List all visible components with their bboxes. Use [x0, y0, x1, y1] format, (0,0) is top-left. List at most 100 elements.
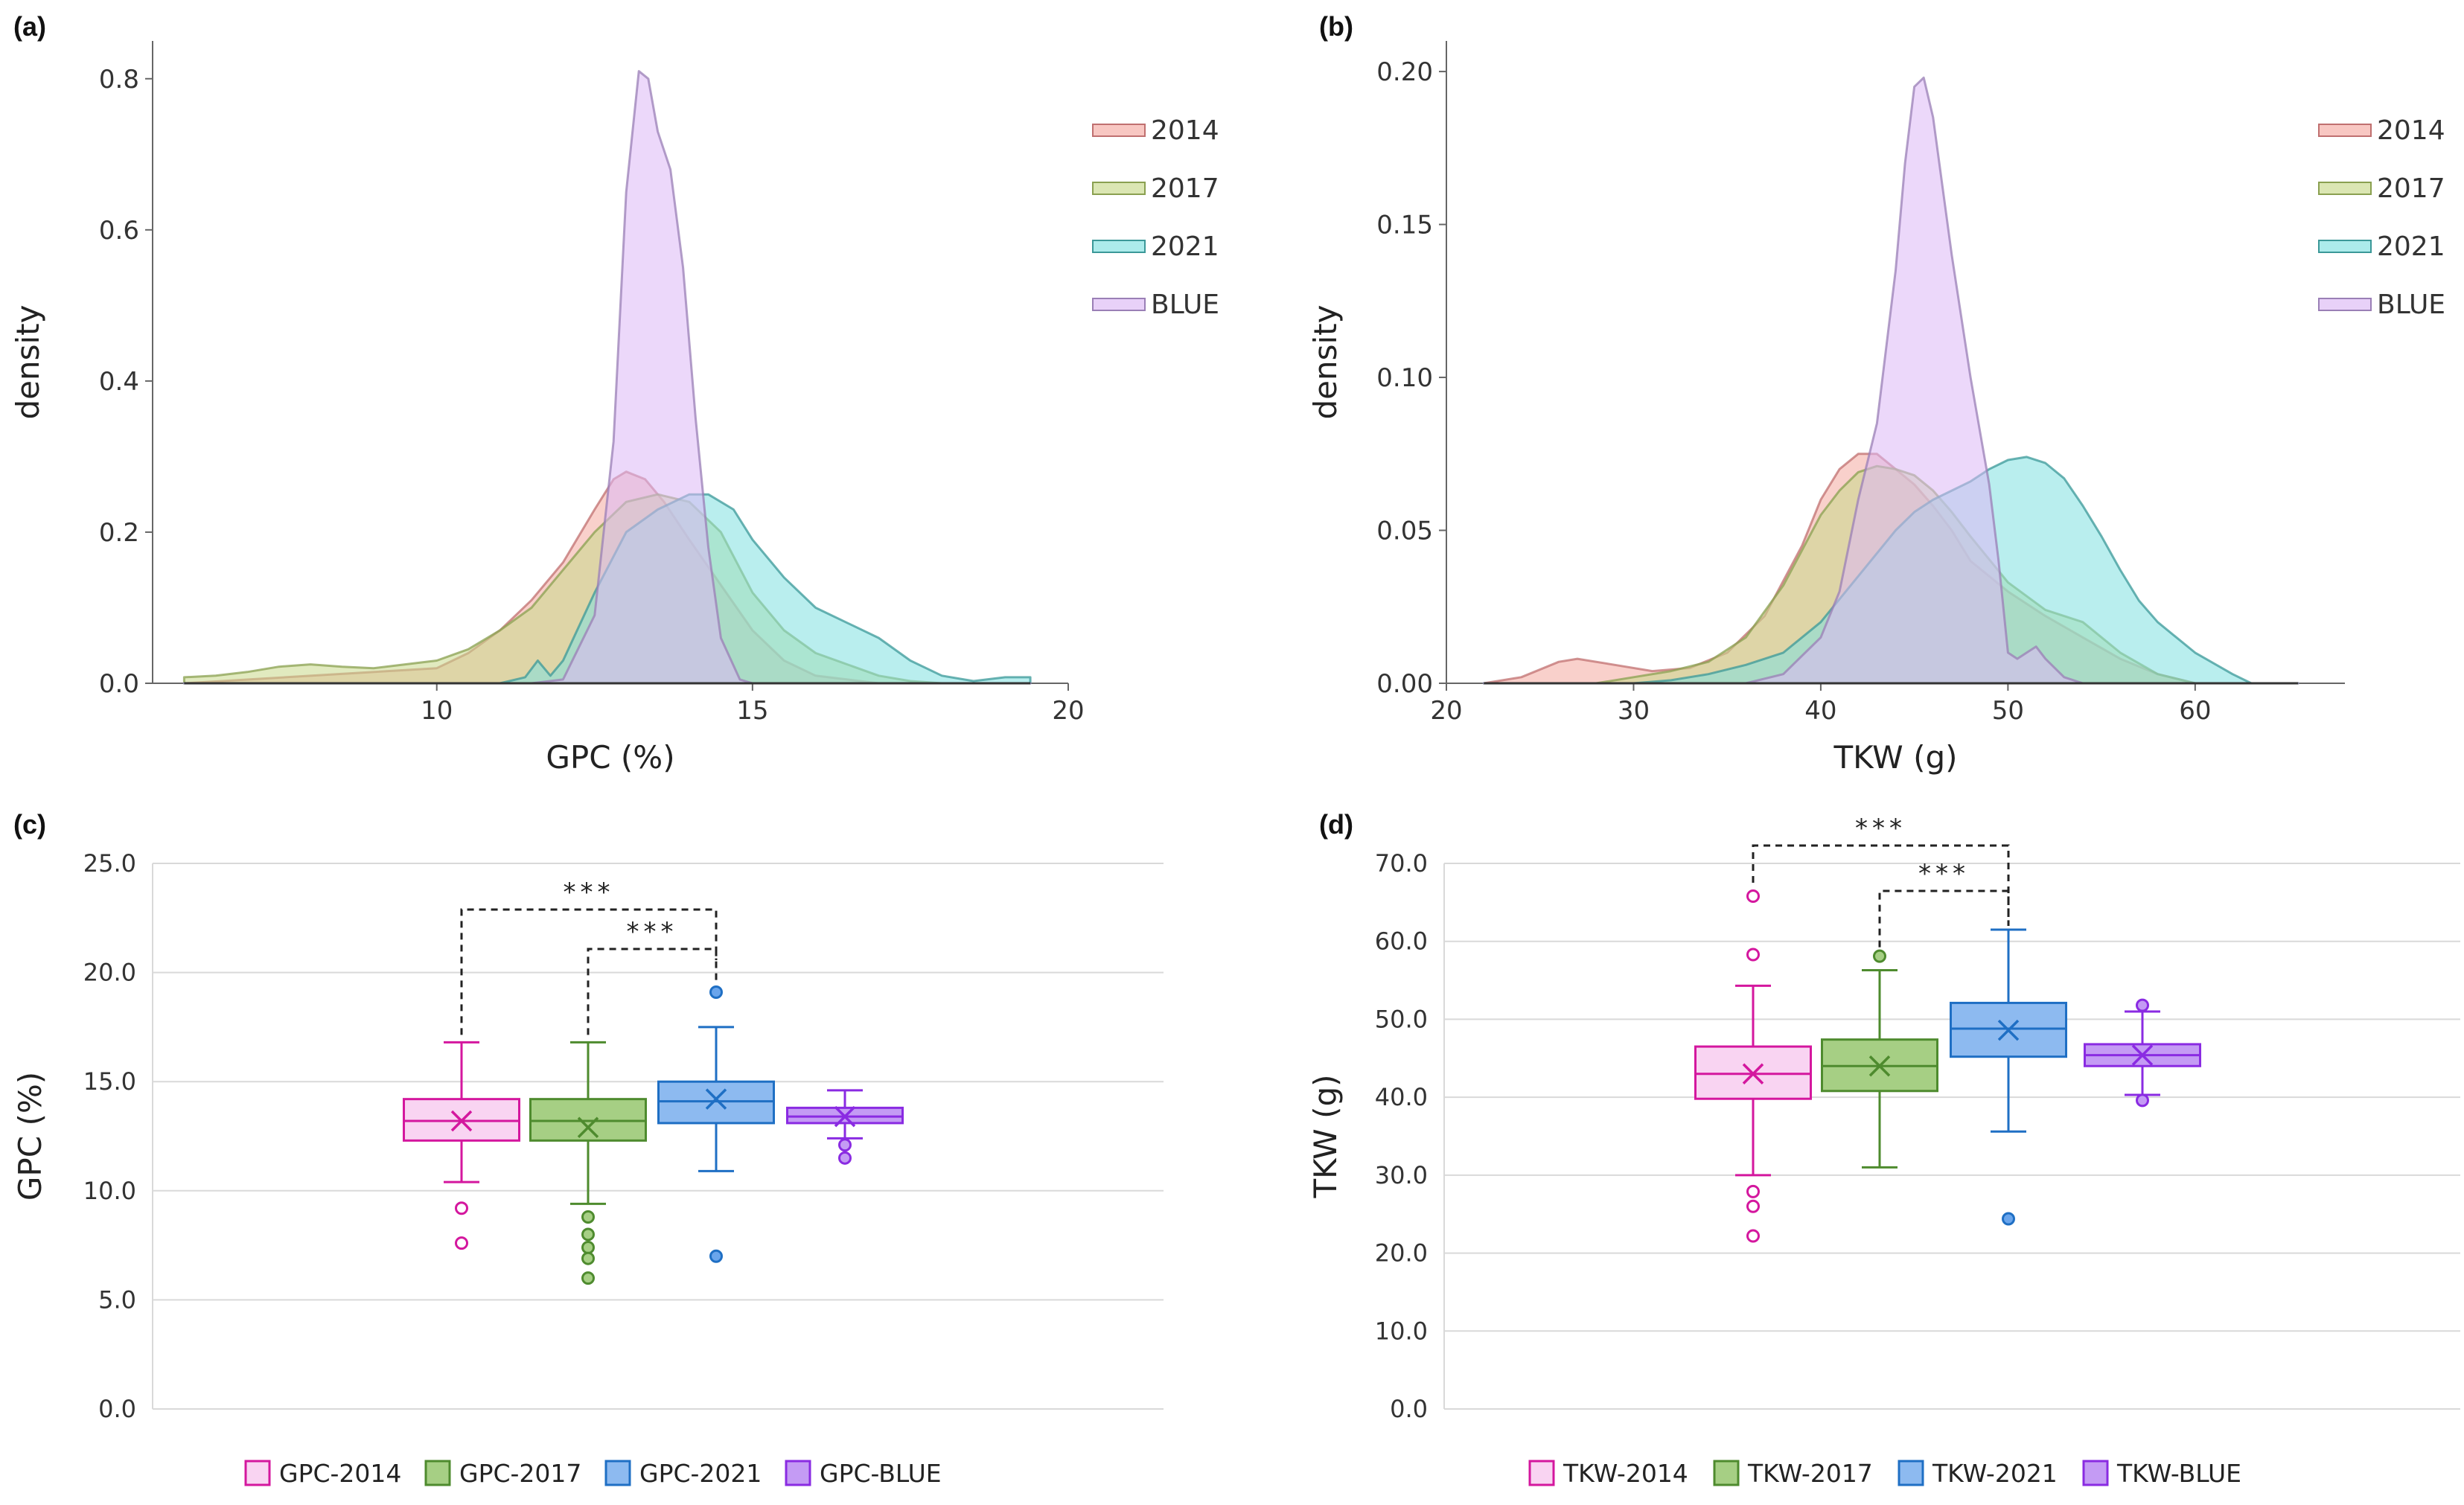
y-tick-label: 0.4: [99, 367, 139, 397]
density-series-BLUE: [182, 70, 1032, 685]
x-tick-label: 20: [1430, 696, 1462, 726]
box-outlier-point: [581, 1251, 595, 1265]
y-tick-label: 0.05: [1376, 517, 1433, 546]
legend-label-TKW-2014: TKW-2014: [1563, 1459, 1688, 1488]
legend-swatch-GPC-2017: [424, 1460, 451, 1486]
box-outlier-point: [709, 1249, 723, 1263]
y-tick-label: 0.0: [98, 1395, 136, 1423]
box-outlier-point: [2136, 1093, 2149, 1108]
box-outlier-point: [2002, 1212, 2015, 1226]
y-tick-label: 20.0: [83, 959, 136, 987]
y-tick-label: 0.00: [1376, 669, 1433, 699]
x-tick-label: 10: [421, 696, 453, 726]
y-axis-title: density: [10, 305, 46, 420]
significance-bracket: [587, 948, 718, 1035]
box-mean-marker: [450, 1110, 473, 1132]
y-axis-title: TKW (g): [1307, 1074, 1344, 1198]
legend-label-BLUE: BLUE: [1151, 290, 1219, 320]
box-mean-marker: [1742, 1063, 1764, 1084]
significance-stars: ***: [1918, 859, 1970, 889]
y-tick-label: 0.2: [99, 518, 139, 548]
significance-bracket: [460, 908, 718, 1035]
box-outlier-point: [2136, 998, 2149, 1012]
legend-swatch-2017: [1092, 182, 1146, 195]
y-axis-title: GPC (%): [12, 1072, 48, 1201]
panel-label: (a): [13, 11, 46, 42]
legend-label-BLUE: BLUE: [2377, 290, 2445, 320]
y-tick-label: 0.0: [99, 669, 139, 699]
legend-swatch-2014: [2318, 124, 2372, 137]
box-mean-marker: [705, 1088, 727, 1110]
y-tick-label: 40.0: [1375, 1083, 1428, 1111]
panel-label: (d): [1319, 809, 1353, 840]
significance-stars: ***: [1855, 814, 1906, 843]
box-outlier-point: [838, 1138, 852, 1152]
box-outlier-point: [581, 1210, 595, 1224]
box-outlier-point: [1746, 1184, 1760, 1198]
legend-swatch-2017: [2318, 182, 2372, 195]
panel-a-density-gpc: (a) 0.0 0.2 0.4 0.6 0.8 10 15 20 GPC (%) density 20…: [10, 11, 1219, 776]
box-mean-marker: [2131, 1044, 2154, 1066]
x-tick-label: 60: [2179, 696, 2211, 726]
legend-swatch-GPC-BLUE: [785, 1460, 811, 1486]
legend-swatch-TKW-BLUE: [2082, 1460, 2109, 1486]
x-tick-label: 30: [1618, 696, 1650, 726]
y-axis-title: density: [1307, 305, 1344, 420]
panel-c-boxplot-gpc: (c) 0.0 5.0 10.0 15.0 20.0 25.0 GPC (%) *** *** GP…: [12, 809, 1164, 1488]
y-tick-label: 20.0: [1375, 1239, 1428, 1268]
legend-swatch-TKW-2017: [1713, 1460, 1740, 1486]
box-mean-marker: [1868, 1055, 1891, 1077]
box-outlier-point: [1746, 948, 1760, 962]
legend-label-2021: 2021: [1151, 231, 1219, 262]
legend-swatch-TKW-2014: [1528, 1460, 1555, 1486]
legend-swatch-BLUE: [1092, 298, 1146, 311]
y-tick-label: 0.10: [1376, 363, 1433, 393]
legend-label-TKW-BLUE: TKW-BLUE: [2116, 1459, 2241, 1488]
legend-swatch-GPC-2014: [244, 1460, 271, 1486]
y-tick-label: 0.6: [99, 216, 139, 246]
box-outlier-point: [838, 1151, 852, 1165]
panel-b-density-tkw: (b) 0.00 0.05 0.10 0.15 0.20 20 30 40 50 60 TKW (g)…: [1307, 11, 2445, 776]
box-mean-marker: [834, 1105, 856, 1128]
x-tick-label: 40: [1804, 696, 1836, 726]
legend-label-2017: 2017: [1151, 173, 1219, 204]
legend-swatch-2021: [1092, 240, 1146, 253]
legend-swatch-2021: [2318, 240, 2372, 253]
y-tick-label: 10.0: [1375, 1317, 1428, 1345]
y-tick-label: 50.0: [1375, 1005, 1428, 1033]
legend-label-TKW-2021: TKW-2021: [1932, 1459, 2058, 1488]
box-outlier-point: [455, 1201, 468, 1215]
y-tick-label: 60.0: [1375, 927, 1428, 956]
box-outlier-point: [581, 1271, 595, 1285]
x-tick-label: 50: [1992, 696, 2024, 726]
y-tick-label: 15.0: [83, 1067, 136, 1096]
significance-stars: ***: [564, 878, 615, 907]
x-axis-title: GPC (%): [546, 739, 674, 776]
y-tick-label: 10.0: [83, 1177, 136, 1205]
x-tick-label: 15: [736, 696, 768, 726]
legend-label-2014: 2014: [2377, 115, 2445, 146]
y-tick-label: 0.8: [99, 65, 139, 95]
box-outlier-point: [1746, 1199, 1760, 1213]
legend-label-GPC-2021: GPC-2021: [639, 1459, 762, 1488]
panel-label: (c): [13, 809, 46, 840]
legend-label-2021: 2021: [2377, 231, 2445, 262]
y-tick-label: 0.0: [1390, 1395, 1428, 1423]
legend-label-GPC-BLUE: GPC-BLUE: [820, 1459, 942, 1488]
legend-label-GPC-2017: GPC-2017: [459, 1459, 581, 1488]
box-outlier-point: [1873, 949, 1886, 963]
y-tick-label: 0.20: [1376, 57, 1433, 87]
box-mean-marker: [1997, 1019, 2020, 1041]
legend-swatch-2014: [1092, 124, 1146, 137]
box-outlier-point: [1746, 1229, 1760, 1243]
significance-bracket: [1752, 844, 2010, 927]
box-mean-marker: [577, 1116, 599, 1139]
significance-stars: ***: [627, 917, 678, 947]
legend-swatch-BLUE: [2318, 298, 2372, 311]
y-tick-label: 30.0: [1375, 1161, 1428, 1189]
y-tick-label: 5.0: [98, 1285, 136, 1314]
legend-swatch-TKW-2021: [1898, 1460, 1924, 1486]
box-outlier-point: [1746, 889, 1760, 903]
